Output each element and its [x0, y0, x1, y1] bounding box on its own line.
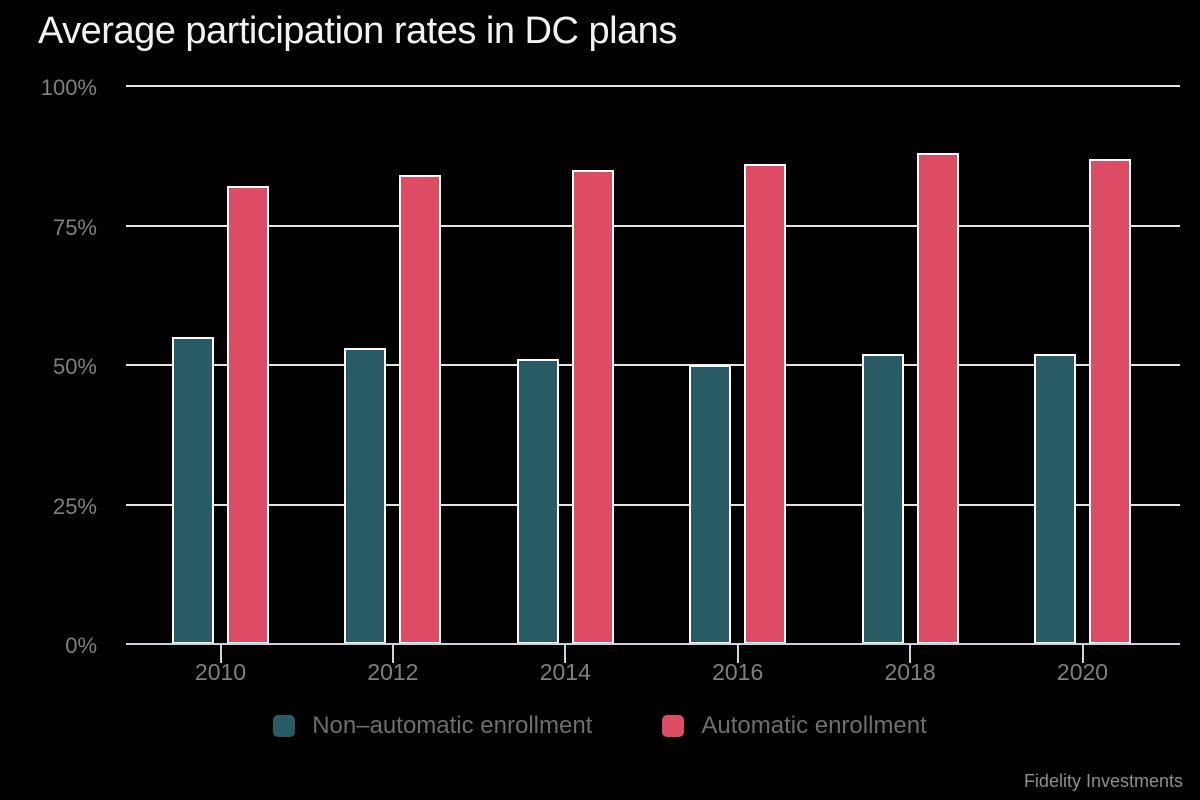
bar-non-automatic-2012 [344, 348, 387, 644]
x-tick-2016 [736, 644, 739, 663]
bar-non-automatic-2014 [516, 359, 559, 644]
bar-non-automatic-2018 [861, 353, 904, 644]
bar-automatic-2018 [916, 152, 959, 644]
x-axis-label-2012: 2012 [367, 659, 419, 685]
x-axis-label-2016: 2016 [712, 659, 764, 685]
bar-automatic-2012 [399, 175, 442, 644]
x-axis-label-2018: 2018 [884, 659, 936, 685]
chart-title: Average participation rates in DC plans [38, 10, 677, 52]
y-axis-label-75: 75% [52, 214, 97, 240]
x-tick-2018 [909, 644, 912, 663]
y-axis-label-50: 50% [52, 354, 97, 379]
bar-non-automatic-2020 [1034, 353, 1076, 644]
bar-non-automatic-2016 [689, 365, 732, 644]
x-tick-2014 [564, 644, 567, 663]
gridline-50 [126, 364, 1180, 366]
legend-swatch-automatic [662, 715, 685, 737]
legend-label-automatic: Automatic enrollment [701, 712, 927, 739]
legend-label-non-automatic: Non–automatic enrollment [312, 712, 593, 739]
gridline-100 [126, 85, 1180, 87]
bar-automatic-2016 [744, 164, 787, 644]
y-axis-label-100: 100% [40, 75, 97, 100]
y-axis-label-0: 0% [65, 633, 97, 658]
y-axis-label-25: 25% [52, 493, 97, 519]
x-axis-line [126, 643, 1180, 645]
legend-item-non-automatic: Non–automatic enrollment [273, 712, 592, 740]
gridline-75 [126, 224, 1180, 227]
bar-automatic-2014 [571, 169, 614, 644]
gridline-25 [126, 503, 1180, 506]
x-axis-label-2020: 2020 [1056, 659, 1109, 685]
x-tick-2012 [391, 644, 394, 663]
legend-swatch-non-automatic [273, 715, 296, 737]
bar-automatic-2020 [1089, 158, 1131, 644]
legend: Non–automatic enrollment Automatic enroll… [0, 712, 1200, 740]
x-axis-label-2010: 2010 [194, 659, 247, 685]
source-credit: Fidelity Investments [1023, 771, 1183, 791]
x-tick-2010 [219, 644, 222, 663]
bar-automatic-2010 [227, 186, 269, 644]
bar-non-automatic-2010 [172, 337, 214, 644]
legend-item-automatic: Automatic enrollment [662, 712, 927, 740]
x-tick-2020 [1081, 644, 1084, 663]
x-axis-label-2014: 2014 [539, 659, 591, 685]
